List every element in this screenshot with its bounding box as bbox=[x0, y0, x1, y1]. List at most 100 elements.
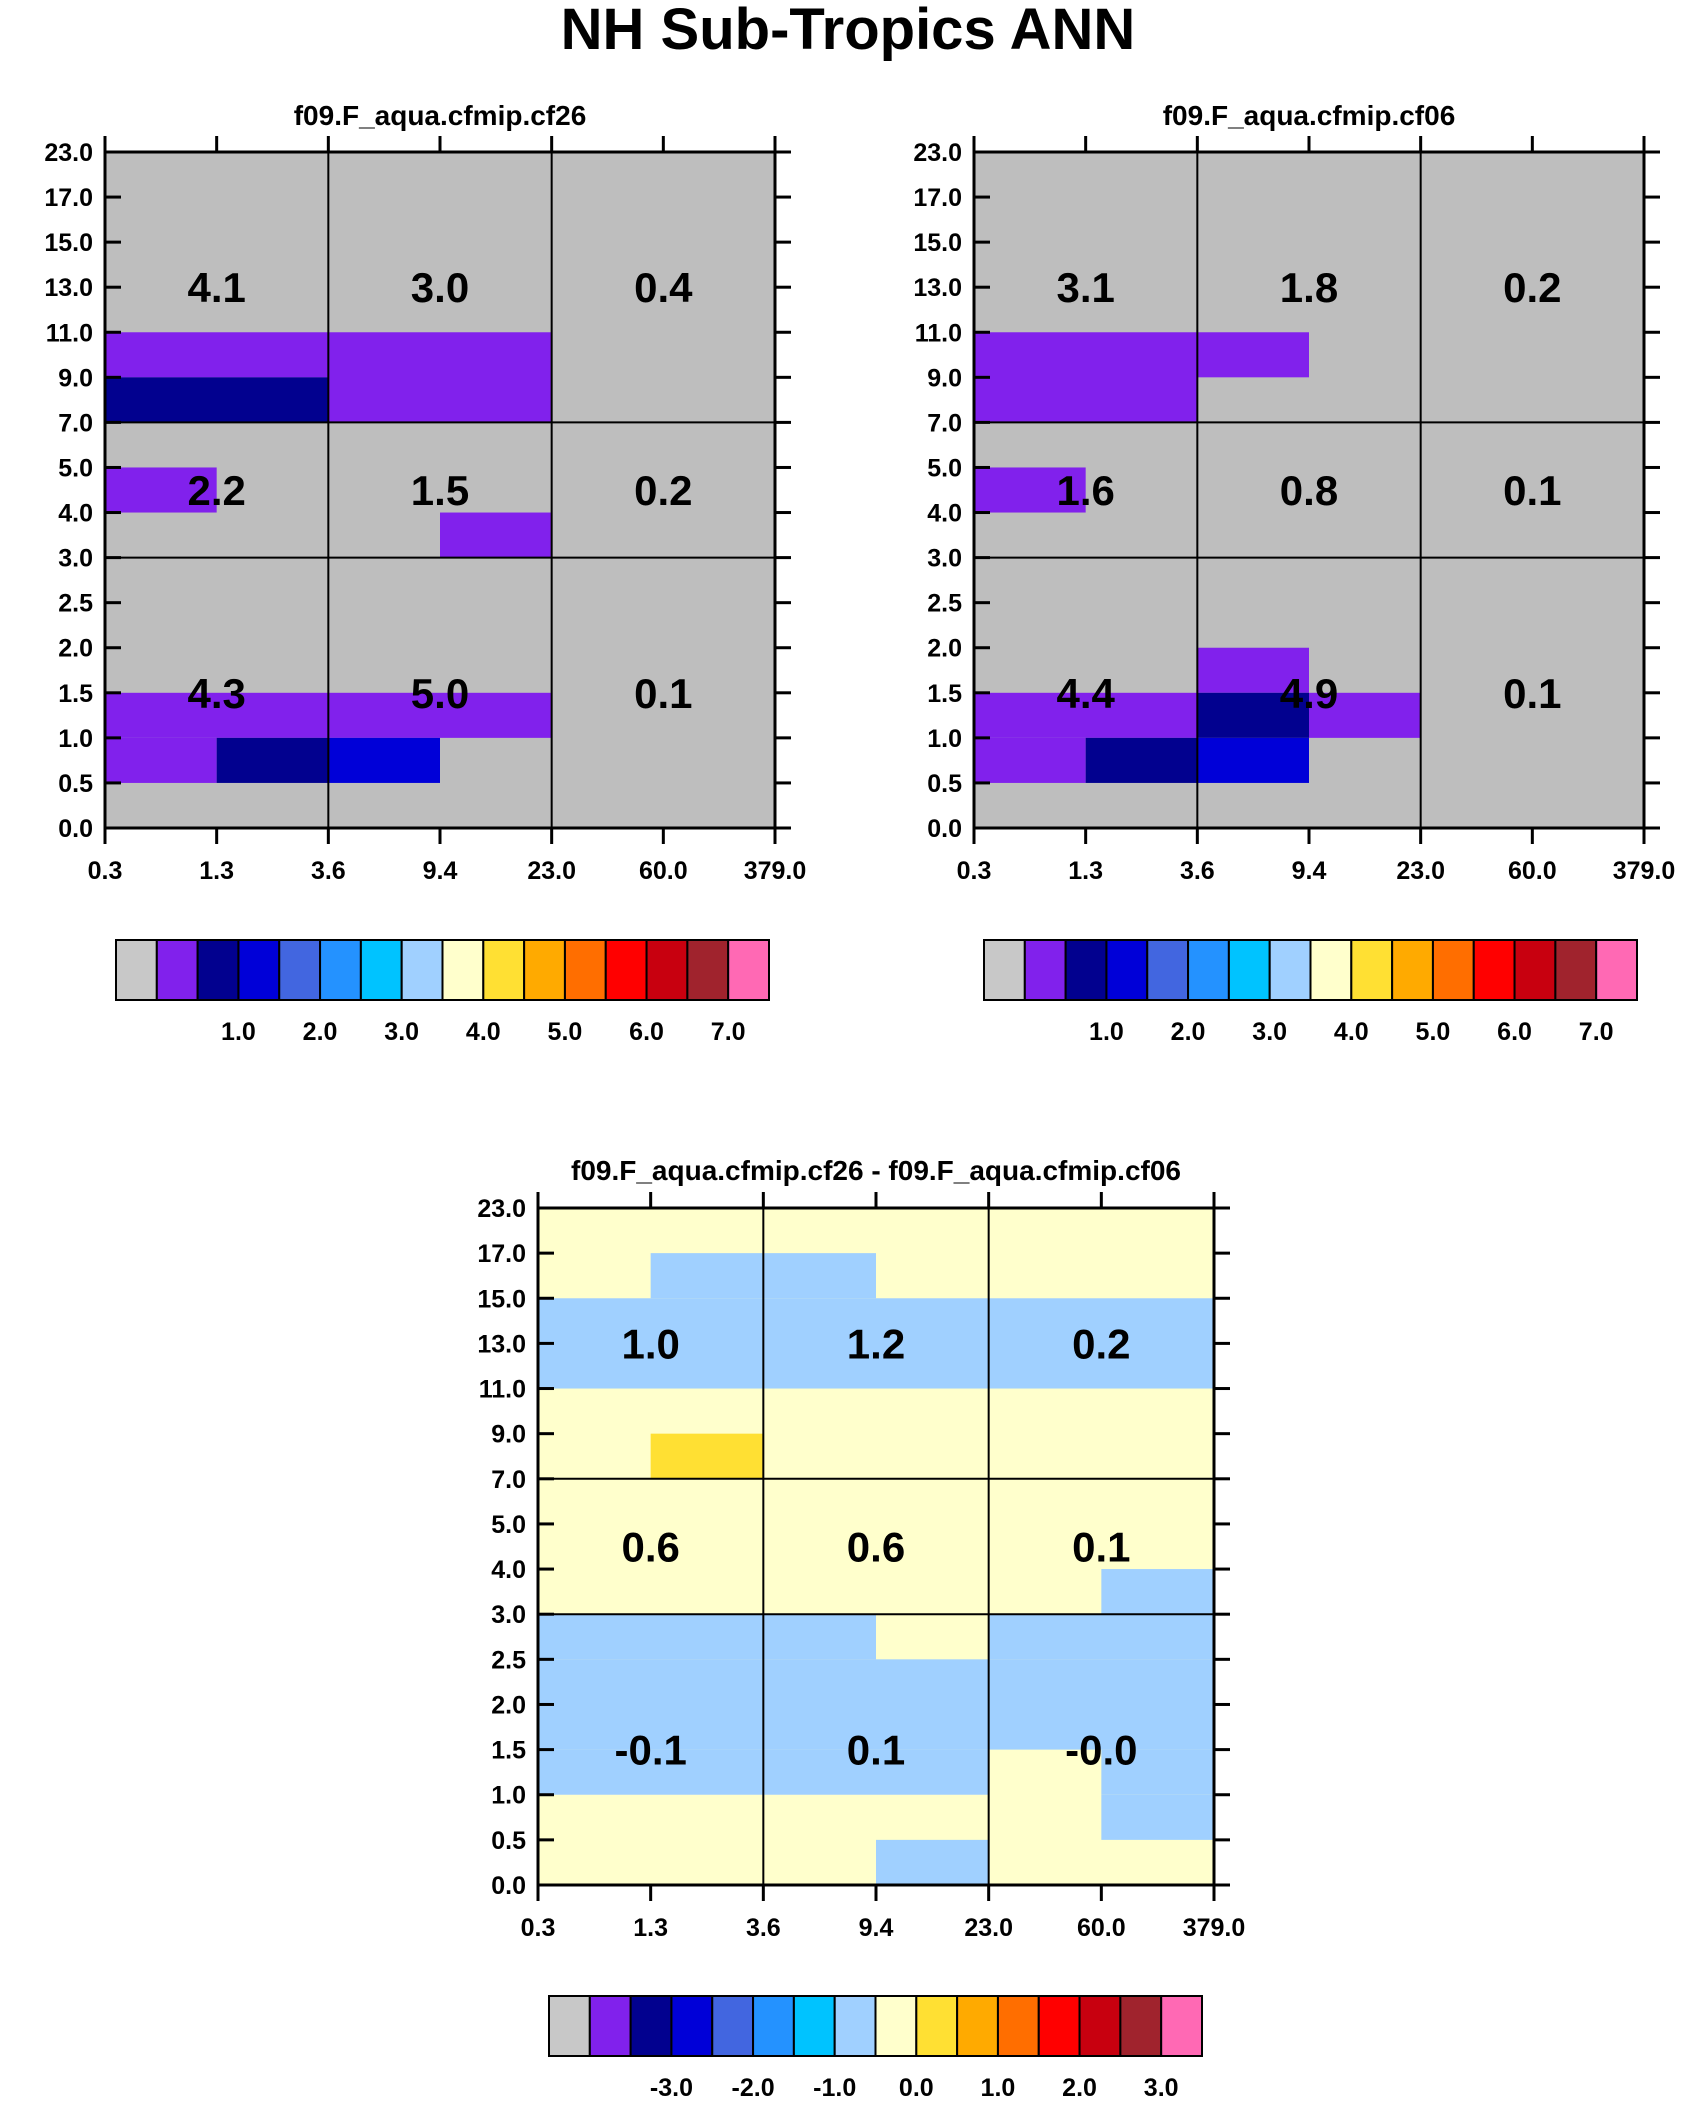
heatmap-cell bbox=[988, 1614, 1214, 1660]
heatmap-cell bbox=[105, 467, 217, 513]
heatmap-cell bbox=[105, 332, 329, 378]
region-value-label: 1.0 bbox=[621, 1320, 679, 1367]
colorbar-swatch bbox=[1350, 939, 1394, 1001]
colorbar-frame bbox=[548, 1995, 1203, 2057]
colorbar-swatch bbox=[792, 1995, 836, 2057]
region-value-label: 1.5 bbox=[411, 467, 469, 514]
y-tick-label: 23.0 bbox=[477, 1195, 526, 1223]
y-tick-label: 1.0 bbox=[491, 1782, 526, 1810]
heatmap-cell bbox=[105, 377, 329, 423]
y-tick-label: 17.0 bbox=[913, 184, 962, 212]
colorbar-swatch bbox=[752, 1995, 795, 2057]
y-tick-label: 23.0 bbox=[913, 139, 962, 167]
heatmap-cell bbox=[1197, 647, 1309, 693]
colorbar-frame bbox=[983, 939, 1638, 1001]
colorbar-swatch bbox=[874, 1995, 918, 2057]
x-tick-label: 23.0 bbox=[964, 1914, 1013, 1942]
heatmap-cell bbox=[538, 1298, 1214, 1389]
region-value-label: 0.1 bbox=[1072, 1524, 1130, 1571]
x-tick-label: 60.0 bbox=[1508, 857, 1557, 885]
y-tick-label: 5.0 bbox=[58, 454, 93, 482]
region-value-label: 0.2 bbox=[1072, 1320, 1130, 1367]
colorbar-swatch bbox=[1554, 939, 1598, 1001]
region-value-label: 2.2 bbox=[187, 467, 245, 514]
region-value-label: 1.2 bbox=[847, 1320, 905, 1367]
region-value-label: 0.1 bbox=[1503, 670, 1561, 717]
colorbar-label: 2.0 bbox=[1171, 1018, 1206, 1046]
colorbar-label: 0.0 bbox=[899, 2074, 934, 2102]
y-tick-label: 1.5 bbox=[927, 680, 962, 708]
region-value-label: 0.2 bbox=[1503, 264, 1561, 311]
heatmap-cell bbox=[1101, 1749, 1214, 1795]
heatmap-cell bbox=[1197, 692, 1309, 738]
y-tick-label: 0.0 bbox=[491, 1872, 526, 1900]
x-tick-label: 23.0 bbox=[527, 857, 576, 885]
x-tick-label: 0.3 bbox=[521, 1914, 556, 1942]
colorbar-label: 6.0 bbox=[1497, 1018, 1532, 1046]
y-tick-label: 0.0 bbox=[58, 815, 93, 843]
y-tick-label: 0.0 bbox=[927, 815, 962, 843]
colorbar-swatch bbox=[1160, 1995, 1203, 2057]
region-value-label: 0.1 bbox=[1503, 467, 1561, 514]
y-tick-label: 2.0 bbox=[491, 1691, 526, 1719]
x-tick-label: 3.6 bbox=[746, 1914, 781, 1942]
y-tick-label: 3.0 bbox=[491, 1601, 526, 1629]
region-value-label: 0.8 bbox=[1280, 467, 1338, 514]
colorbar-swatch bbox=[400, 939, 444, 1001]
x-tick-label: 1.3 bbox=[633, 1914, 668, 1942]
colorbar-swatch bbox=[1431, 939, 1475, 1001]
colorbar-swatch bbox=[359, 939, 403, 1001]
colorbar-swatch bbox=[686, 939, 730, 1001]
x-tick-label: 379.0 bbox=[1183, 1914, 1246, 1942]
colorbar-swatch bbox=[1391, 939, 1434, 1001]
colorbar-label: 2.0 bbox=[303, 1018, 338, 1046]
y-tick-label: 9.0 bbox=[927, 364, 962, 392]
region-value-label: 0.6 bbox=[847, 1524, 905, 1571]
colorbar-label: 5.0 bbox=[548, 1018, 583, 1046]
colorbar-cf26: 1.0 2.0 3.0 4.0 5.0 6.0 7.0 bbox=[115, 939, 770, 1046]
heatmap-cell bbox=[650, 1433, 764, 1479]
y-tick-label: 2.5 bbox=[491, 1646, 526, 1674]
colorbar-label: 3.0 bbox=[1144, 2074, 1179, 2102]
region-value-label: 0.1 bbox=[847, 1727, 905, 1774]
colorbar-label: 7.0 bbox=[1579, 1018, 1614, 1046]
y-tick-label: 4.0 bbox=[491, 1556, 526, 1584]
heatmap-cell bbox=[328, 737, 440, 783]
x-tick-label: 60.0 bbox=[639, 857, 688, 885]
region-value-label: 3.1 bbox=[1056, 264, 1114, 311]
heatmap-cell bbox=[328, 332, 552, 423]
colorbar-swatch bbox=[278, 939, 322, 1001]
colorbar-swatch bbox=[1309, 939, 1353, 1001]
colorbar-swatch bbox=[983, 939, 1026, 1001]
region-value-label: 0.6 bbox=[621, 1524, 679, 1571]
y-tick-label: 2.0 bbox=[927, 635, 962, 663]
heatmap-cell bbox=[440, 512, 552, 558]
colorbar-frame bbox=[115, 939, 770, 1001]
y-tick-label: 5.0 bbox=[927, 454, 962, 482]
y-tick-label: 11.0 bbox=[479, 1376, 526, 1404]
y-tick-label: 1.5 bbox=[491, 1737, 526, 1765]
y-tick-label: 17.0 bbox=[44, 184, 93, 212]
heatmap-cell bbox=[974, 737, 1086, 783]
panel-title: f09.F_aqua.cfmip.cf26 - f09.F_aqua.cfmip… bbox=[571, 1155, 1181, 1186]
x-tick-label: 3.6 bbox=[311, 857, 346, 885]
page-title: NH Sub-Tropics ANN bbox=[560, 0, 1136, 62]
y-tick-label: 3.0 bbox=[58, 545, 93, 573]
region-value-label: 5.0 bbox=[411, 670, 469, 717]
y-tick-label: 7.0 bbox=[927, 409, 962, 437]
x-tick-label: 3.6 bbox=[1180, 857, 1215, 885]
colorbar-swatch bbox=[155, 939, 199, 1001]
colorbar-swatch bbox=[1268, 939, 1312, 1001]
colorbar-swatch bbox=[915, 1995, 959, 2057]
y-tick-label: 0.5 bbox=[491, 1827, 526, 1855]
colorbar-label: 3.0 bbox=[1252, 1018, 1287, 1046]
x-tick-label: 9.4 bbox=[1292, 857, 1327, 885]
heatmap-cell bbox=[1085, 737, 1198, 783]
x-tick-label: 379.0 bbox=[744, 857, 807, 885]
heatmap-cell bbox=[538, 1614, 876, 1660]
y-tick-label: 1.0 bbox=[58, 725, 93, 753]
region-value-label: 1.6 bbox=[1056, 467, 1114, 514]
y-tick-label: 1.0 bbox=[927, 725, 962, 753]
y-tick-label: 17.0 bbox=[477, 1240, 526, 1268]
heatmap-cell bbox=[538, 1659, 1214, 1750]
